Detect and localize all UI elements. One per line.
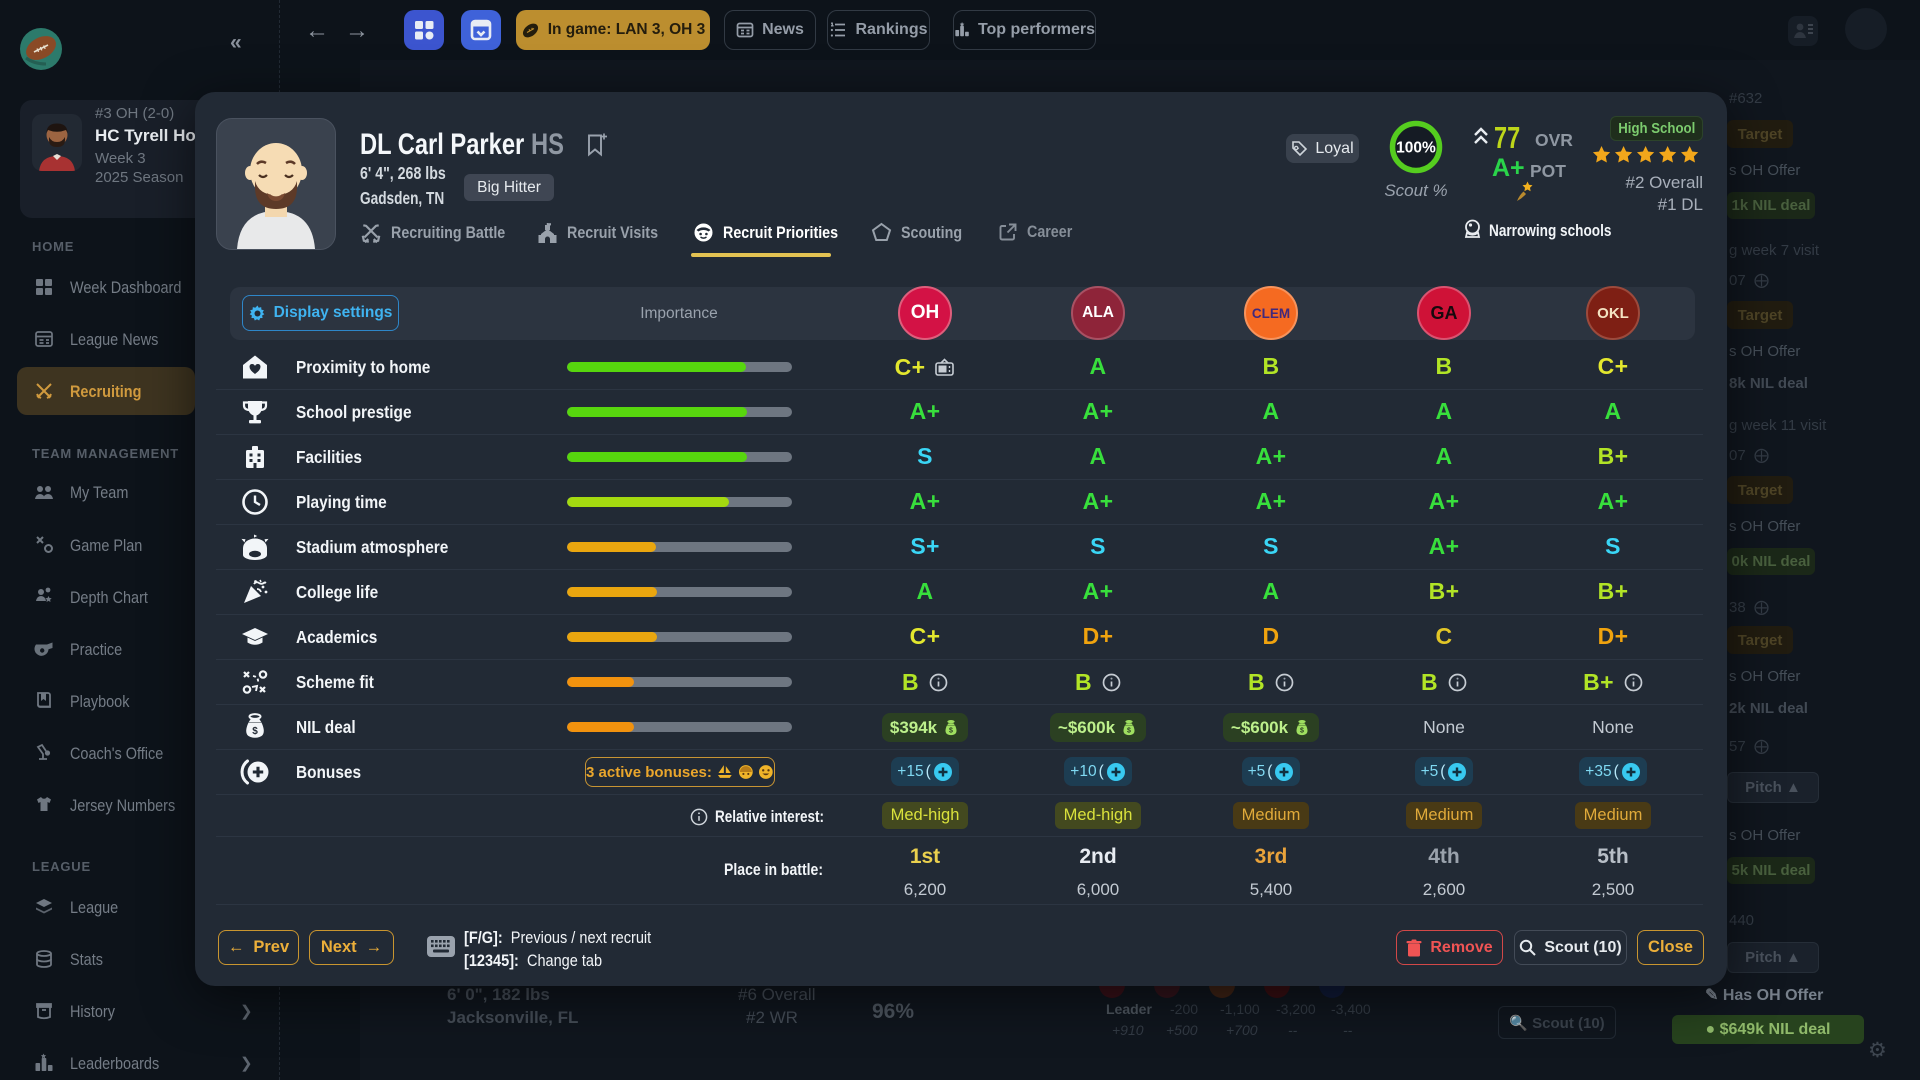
svg-text:$: $ <box>252 726 258 737</box>
svg-text:$: $ <box>949 727 953 734</box>
svg-text:$: $ <box>1300 727 1304 734</box>
svg-text:100%: 100% <box>1396 140 1436 157</box>
svg-text:$: $ <box>1127 727 1131 734</box>
